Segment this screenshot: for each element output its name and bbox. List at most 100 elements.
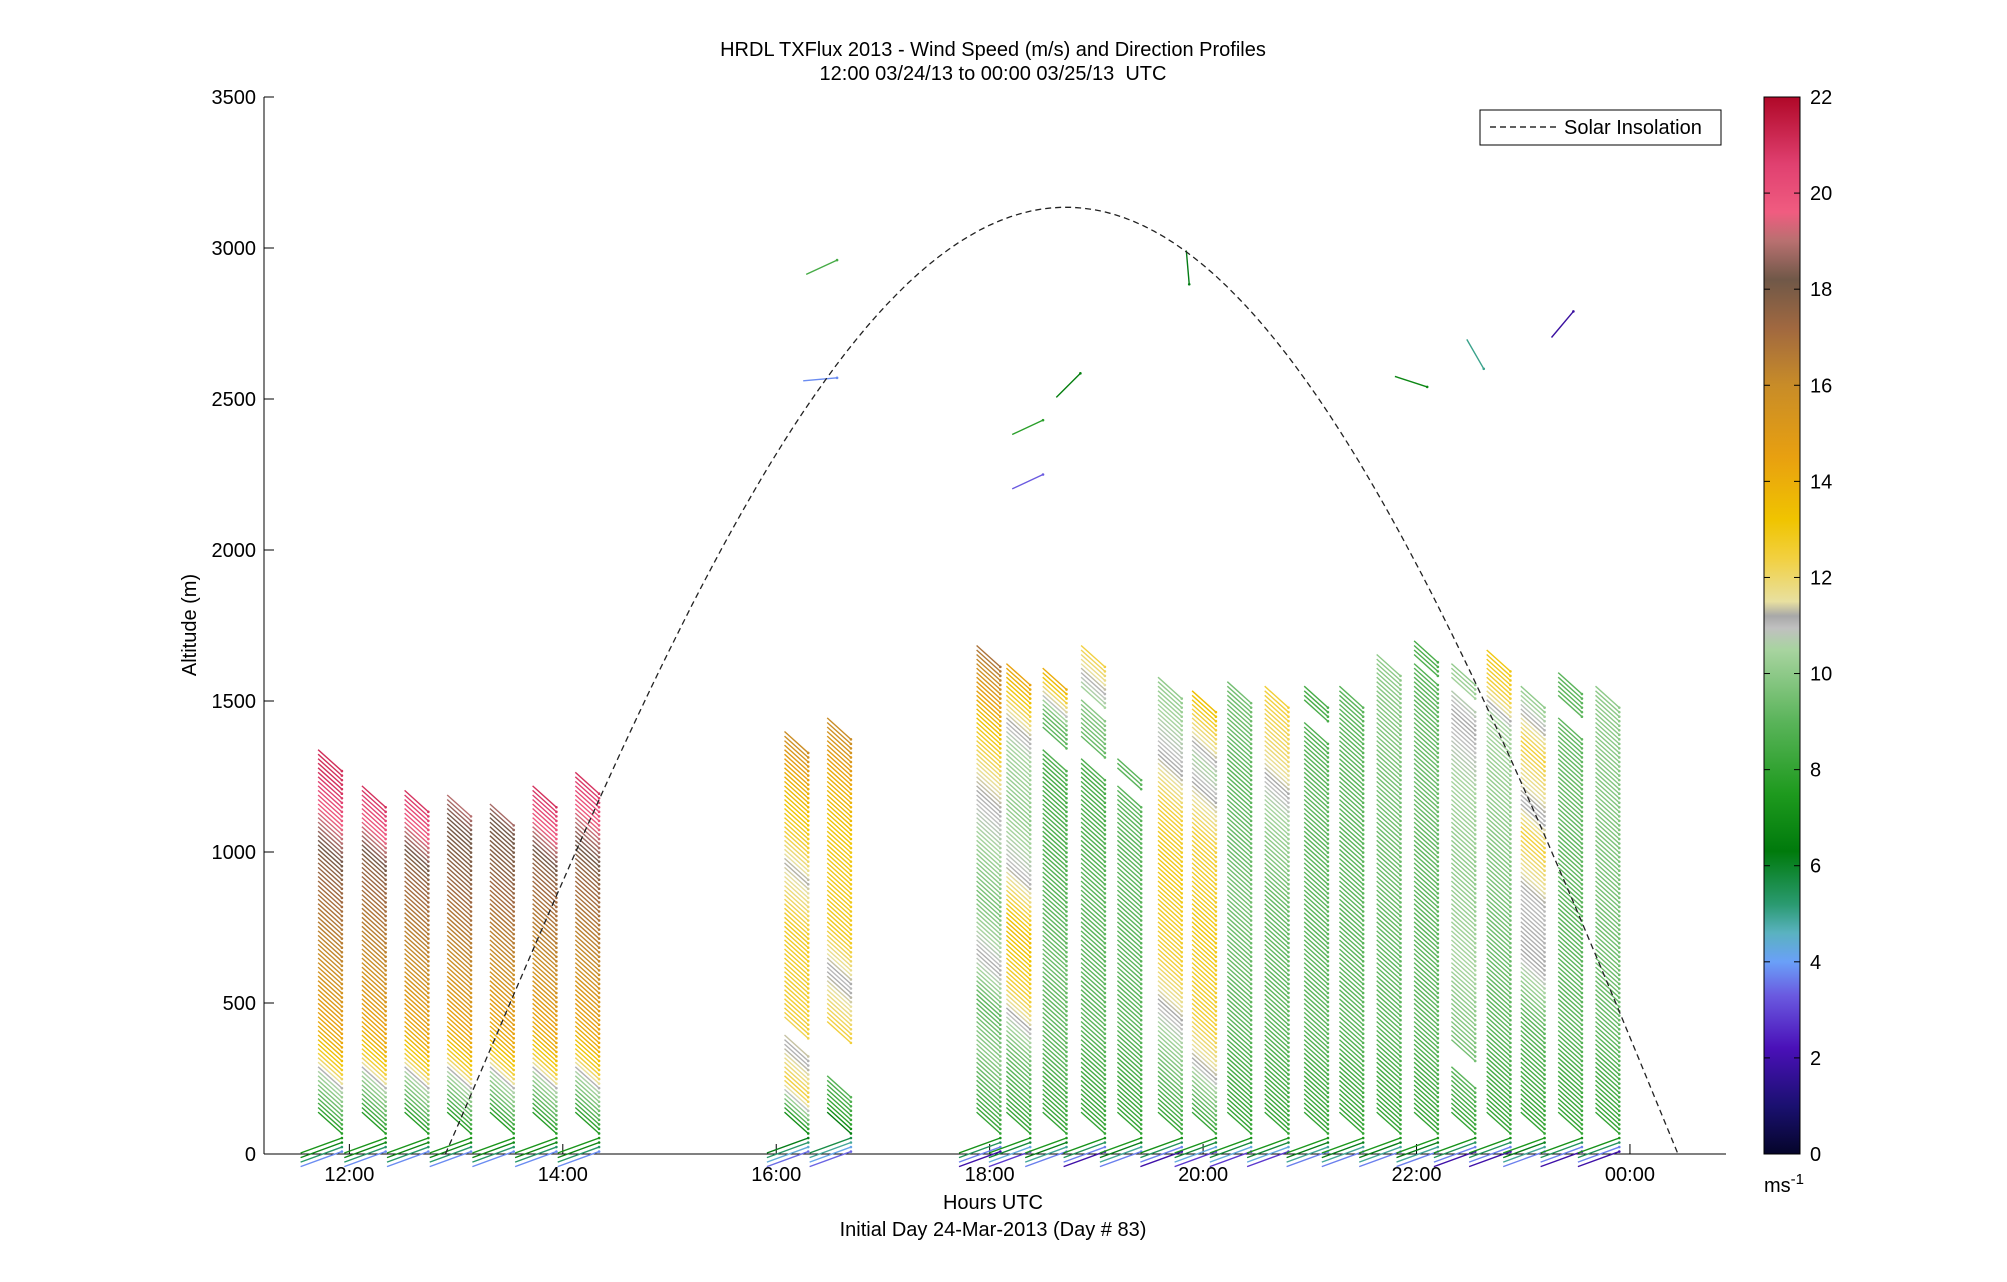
wind-barb-dot xyxy=(1065,996,1068,999)
wind-barb xyxy=(489,803,515,826)
wind-barb-dot xyxy=(384,869,387,873)
wind-barb xyxy=(1264,903,1289,926)
wind-barb xyxy=(317,780,343,804)
wind-barb-dot xyxy=(1509,1073,1512,1076)
wind-barb-dot xyxy=(806,855,810,859)
wind-barb xyxy=(1116,857,1142,881)
wind-barb xyxy=(1116,1029,1142,1053)
wind-barb xyxy=(1226,925,1252,949)
wind-barb-dot xyxy=(384,1100,387,1104)
wind-barb-dot xyxy=(1580,796,1584,800)
wind-barb-dot xyxy=(999,964,1002,968)
wind-barb xyxy=(1557,694,1583,718)
wind-barb-dot xyxy=(597,919,601,922)
wind-barb xyxy=(976,780,1001,804)
wind-barb-dot xyxy=(1580,747,1584,750)
wind-barb-dot xyxy=(1028,756,1032,759)
wind-barb xyxy=(317,771,343,795)
wind-barb xyxy=(1303,975,1329,999)
wind-barb-dot xyxy=(597,910,601,913)
wind-barb xyxy=(1191,712,1217,736)
wind-barb xyxy=(574,1088,600,1112)
wind-barb-dot xyxy=(1617,960,1621,963)
wind-barb xyxy=(446,889,472,913)
wind-barb xyxy=(1042,753,1067,777)
wind-barb xyxy=(1042,839,1067,863)
wind-barb xyxy=(1226,1043,1252,1067)
wind-barb xyxy=(1116,798,1142,822)
wind-barb-dot xyxy=(849,982,853,986)
wind-barb xyxy=(1376,866,1401,890)
wind-barb-dot xyxy=(597,901,601,904)
wind-barb-dot xyxy=(849,833,853,836)
wind-barb-dot xyxy=(469,1100,473,1104)
wind-barb-dot xyxy=(512,905,516,909)
wind-barb xyxy=(1303,966,1329,990)
wind-barb-dot xyxy=(1473,864,1477,868)
wind-barb-dot xyxy=(597,946,601,950)
wind-barb-dot xyxy=(1065,1118,1068,1122)
wind-barb-dot xyxy=(555,883,558,886)
wind-barb xyxy=(574,912,600,935)
wind-barb-dot xyxy=(555,1095,558,1099)
wind-barb xyxy=(1413,1066,1439,1089)
wind-barb-dot xyxy=(555,1032,558,1036)
wind-barb xyxy=(1116,1025,1142,1048)
wind-barb-dot xyxy=(1399,738,1402,741)
wind-barb xyxy=(1042,794,1067,817)
wind-barb-dot xyxy=(1028,697,1032,700)
wind-barb-dot xyxy=(1436,855,1440,859)
wind-barb-dot xyxy=(806,1059,810,1063)
wind-barb-dot xyxy=(1065,1104,1068,1108)
wind-barb-dot xyxy=(1509,869,1512,873)
wind-barb-dot xyxy=(1580,1018,1584,1022)
wind-barb-dot xyxy=(1065,892,1068,895)
wind-barb-dot xyxy=(1473,747,1477,750)
wind-barb-dot xyxy=(1287,751,1290,755)
wind-barb xyxy=(1486,971,1511,994)
wind-barb-dot xyxy=(849,828,853,832)
wind-barb xyxy=(1080,771,1106,795)
wind-barb-dot xyxy=(555,996,558,999)
wind-barb-dot xyxy=(1287,1000,1290,1004)
wind-barb-dot xyxy=(1214,801,1218,805)
wind-barb-dot xyxy=(1617,1050,1621,1054)
wind-barb xyxy=(1450,880,1476,903)
wind-barb-dot xyxy=(1326,837,1330,841)
wind-barb xyxy=(1303,866,1329,890)
wind-barb-dot xyxy=(384,982,387,986)
wind-barb-dot xyxy=(1065,1141,1068,1144)
wind-barb xyxy=(1191,740,1217,763)
wind-barb-dot xyxy=(1580,837,1584,841)
wind-barb xyxy=(446,817,472,840)
wind-barb-dot xyxy=(1326,810,1330,814)
wind-barb xyxy=(976,821,1001,845)
wind-barb xyxy=(361,826,387,849)
wind-barb-dot xyxy=(1180,1086,1184,1090)
wind-barb xyxy=(1157,1111,1183,1134)
wind-barb xyxy=(1264,971,1289,994)
wind-barb-dot xyxy=(1617,941,1621,945)
wind-barb xyxy=(1595,989,1620,1012)
wind-barb-dot xyxy=(1028,987,1032,990)
wind-barb-dot xyxy=(1287,960,1290,963)
wind-barb-dot xyxy=(1287,928,1290,931)
wind-barb-dot xyxy=(1326,969,1330,972)
wind-barb-dot xyxy=(1103,1114,1107,1117)
wind-barb-dot xyxy=(1028,869,1032,873)
wind-barb-dot xyxy=(469,1132,473,1135)
wind-barb xyxy=(826,962,852,985)
wind-barb-dot xyxy=(1399,801,1402,805)
wind-barb xyxy=(317,898,343,922)
wind-barb xyxy=(1557,862,1583,885)
wind-barb-dot xyxy=(999,1114,1002,1117)
wind-barb-dot xyxy=(1249,851,1253,854)
wind-barb-dot xyxy=(1361,1005,1365,1008)
wind-barb-dot xyxy=(1361,1077,1365,1081)
wind-barb-dot xyxy=(1436,1064,1440,1067)
wind-barb-dot xyxy=(1399,1077,1402,1081)
wind-barb-dot xyxy=(1139,937,1143,940)
wind-barb xyxy=(1303,785,1329,808)
wind-barb xyxy=(1595,1079,1620,1103)
wind-barb-dot xyxy=(1180,1032,1184,1036)
